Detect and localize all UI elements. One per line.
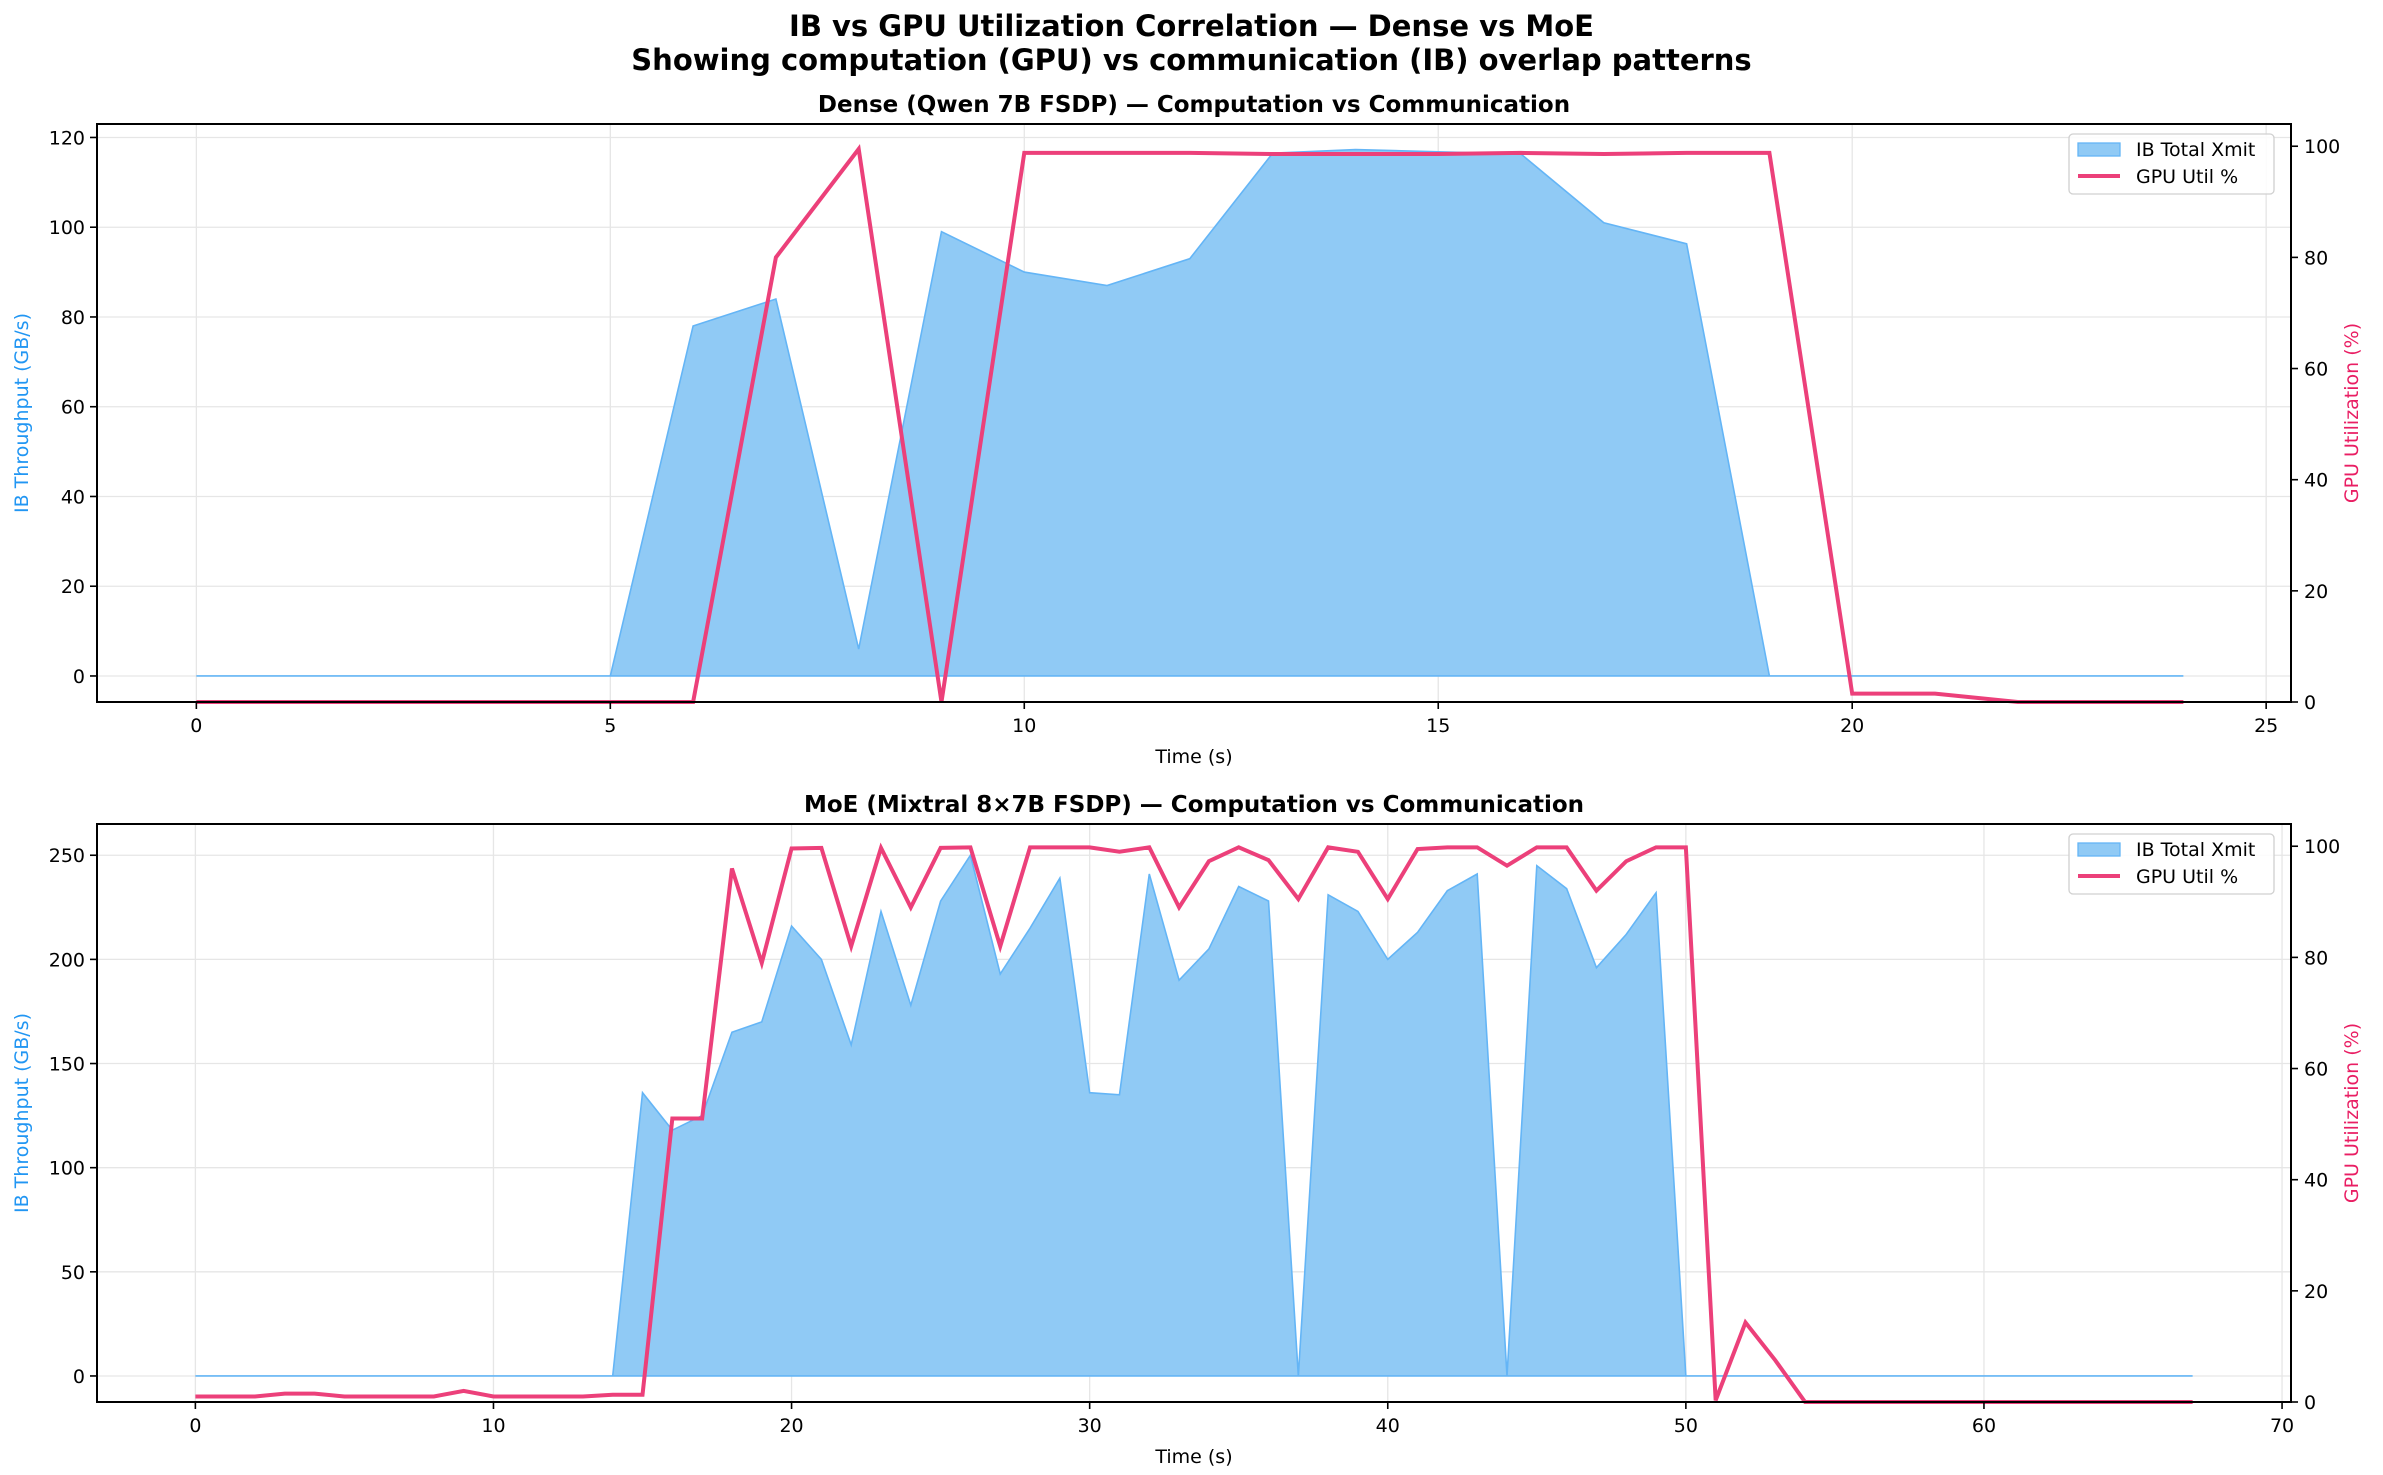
legend-label-gpu: GPU Util % [2136,866,2238,888]
y-tick-label: 100 [49,1158,85,1180]
subplot-title: MoE (Mixtral 8×7B FSDP) — Computation vs… [804,792,1584,818]
x-tick-label: 20 [779,1415,803,1437]
subplot-dense: Dense (Qwen 7B FSDP) — Computation vs Co… [11,92,2363,768]
x-tick-label: 20 [1840,715,1864,737]
axes-frame [96,823,2292,1403]
legend: IB Total Xmit GPU Util % [2068,833,2275,895]
y-tick-label: 250 [49,845,85,867]
y-tick-label: 150 [49,1054,85,1076]
legend-swatch-ib [2077,842,2121,857]
x-tick-label: 25 [2254,715,2278,737]
y-tick-label: 0 [73,1366,85,1388]
legend-label-ib: IB Total Xmit [2136,839,2255,861]
y2-tick-label: 20 [2304,581,2328,603]
legend-label-ib: IB Total Xmit [2136,139,2255,161]
x-tick-label: 10 [481,1415,505,1437]
y2-tick-label: 60 [2304,1059,2328,1081]
subplot-title: Dense (Qwen 7B FSDP) — Computation vs Co… [818,92,1570,118]
ib-throughput-area [196,148,2184,677]
y2-tick-label: 0 [2304,1392,2316,1414]
x-axis-label: Time (s) [1154,746,1232,768]
y2-tick-label: 100 [2304,136,2340,158]
y-tick-label: 60 [61,397,85,419]
y2-tick-label: 40 [2304,1170,2328,1192]
x-tick-label: 15 [1426,715,1450,737]
legend-swatch-ib [2077,142,2121,157]
y-axis-label-gpu: GPU Utilization (%) [2341,1023,2363,1203]
x-tick-label: 0 [189,1415,201,1437]
y2-tick-label: 80 [2304,947,2328,969]
legend-label-gpu: GPU Util % [2136,166,2238,188]
figure-title-line1: IB vs GPU Utilization Correlation — Dens… [789,9,1594,43]
y-tick-label: 100 [49,217,85,239]
y2-tick-label: 80 [2304,247,2328,269]
x-axis-label: Time (s) [1154,1446,1232,1468]
legend: IB Total Xmit GPU Util % [2068,133,2275,195]
y-axis-label-gpu: GPU Utilization (%) [2341,323,2363,503]
subplot-moe: MoE (Mixtral 8×7B FSDP) — Computation vs… [11,792,2363,1468]
y2-tick-label: 0 [2304,692,2316,714]
y-tick-label: 40 [61,486,85,508]
x-tick-label: 30 [1078,1415,1102,1437]
x-tick-label: 70 [2270,1415,2294,1437]
figure-title-line2: Showing computation (GPU) vs communicati… [631,43,1752,77]
x-tick-label: 40 [1376,1415,1400,1437]
x-tick-label: 50 [1674,1415,1698,1437]
x-tick-label: 10 [1012,715,1036,737]
y-tick-label: 20 [61,576,85,598]
y-tick-label: 0 [73,666,85,688]
axes-frame [96,123,2292,703]
y-tick-label: 200 [49,949,85,971]
y-axis-label-ib: IB Throughput (GB/s) [11,1013,33,1213]
x-tick-label: 60 [1972,1415,1996,1437]
y-axis-label-ib: IB Throughput (GB/s) [11,313,33,513]
x-tick-label: 0 [190,715,202,737]
y-tick-label: 80 [61,307,85,329]
ib-throughput-area [195,853,2193,1377]
y2-tick-label: 60 [2304,359,2328,381]
y2-tick-label: 40 [2304,470,2328,492]
y2-tick-label: 20 [2304,1281,2328,1303]
y2-tick-label: 100 [2304,836,2340,858]
x-tick-label: 5 [604,715,616,737]
y-tick-label: 120 [49,127,85,149]
y-tick-label: 50 [61,1262,85,1284]
